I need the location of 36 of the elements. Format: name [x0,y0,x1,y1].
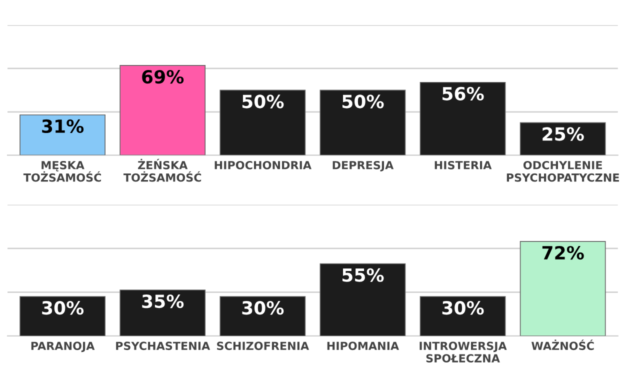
data-label: 50% [342,94,384,108]
data-label: 30% [242,301,284,315]
bar [520,241,606,336]
bar [220,296,306,336]
bar [120,290,206,336]
x-tick-label: WAŻNOŚĆ [532,340,594,350]
data-label: 30% [42,301,84,315]
x-tick-label: HIPOCHONDRIA [214,160,312,170]
x-tick-label: HISTERIA [434,160,492,170]
bar [20,114,106,156]
data-label: 55% [342,268,384,282]
x-tick-label: PARANOJA [31,342,95,352]
bar [320,263,406,336]
bar [120,65,206,156]
data-label: 31% [42,119,84,134]
data-label: 56% [442,86,484,101]
x-tick-label: HIPOMANIA [327,342,400,350]
bar [220,90,306,156]
bar [520,122,606,156]
x-tick-label: SCHIZOFRENIA [217,342,310,350]
bar [20,296,106,336]
bar [420,82,506,156]
x-tick-label: MĘSKA TOŻSAMOŚĆ [23,160,102,182]
data-label: 69% [142,70,184,84]
x-tick-label: ODCHYLENIE PSYCHOPATYCZNE [506,160,619,182]
x-tick-label: ŻEŃSKA TOŻSAMOŚĆ [123,158,202,182]
bar [320,90,406,156]
data-label: 35% [142,294,184,308]
data-label: 30% [442,301,484,315]
bar [420,296,506,336]
data-label: 50% [242,94,284,108]
x-tick-label: DEPRESJA [332,160,394,172]
x-tick-label: PSYCHASTENIA [116,342,210,350]
data-label: 72% [542,246,584,260]
data-label: 25% [542,127,584,141]
x-tick-label: INTROWERSJA SPOŁECZNA [420,342,507,363]
